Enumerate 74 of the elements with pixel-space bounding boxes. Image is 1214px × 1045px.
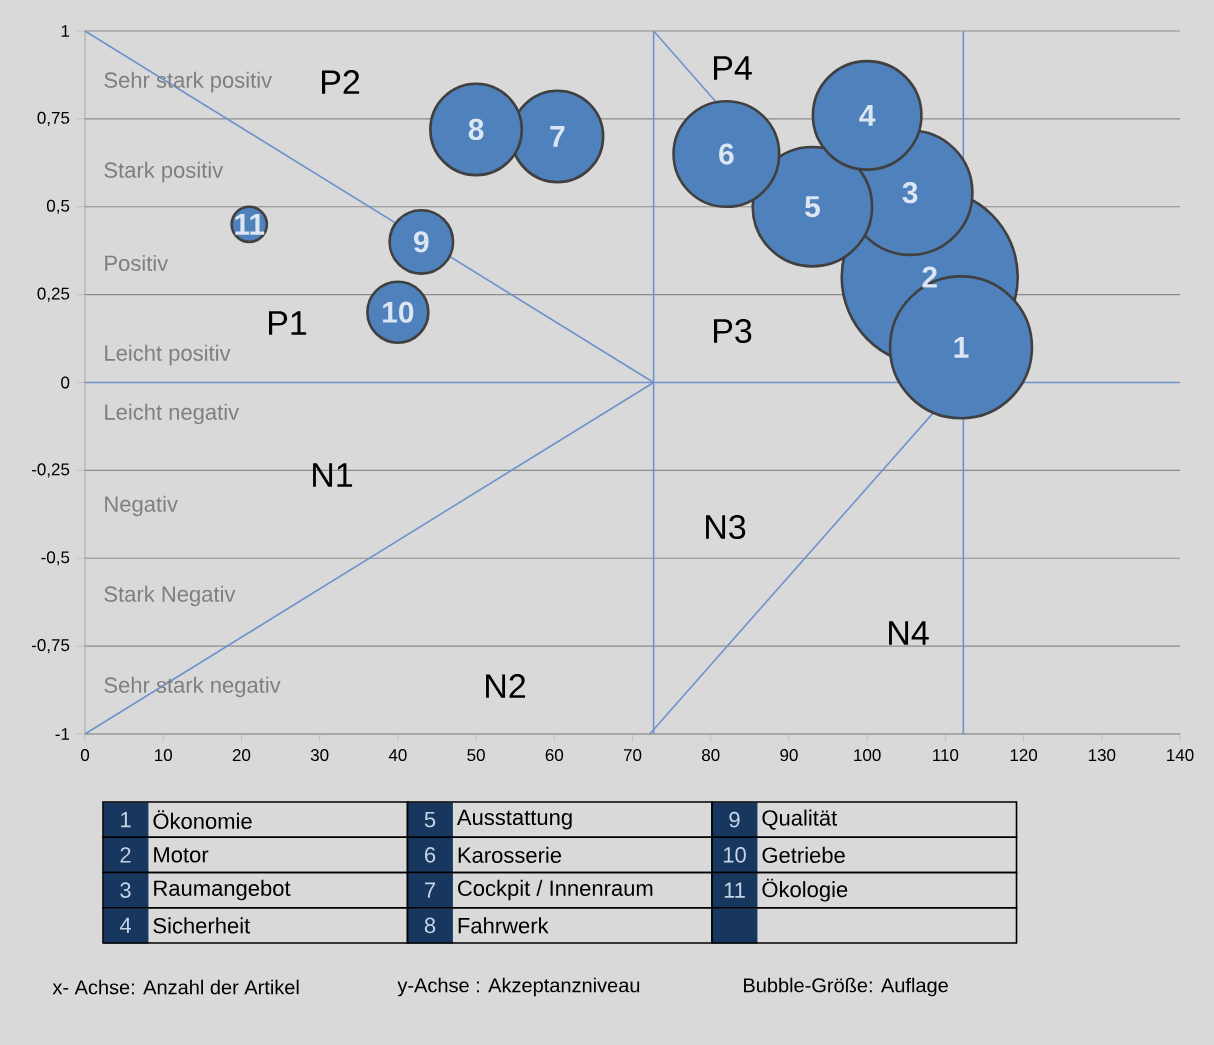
x-tick-label: 70 (623, 749, 642, 762)
text: Ökologie (762, 878, 848, 902)
annotation: Stark Negativ (104, 585, 236, 607)
y-tick-label: -0,25 (31, 463, 70, 478)
text: Ausstattung (456, 809, 572, 830)
text: Ökonomie (153, 810, 252, 829)
annotation: Leicht negativ (105, 403, 240, 425)
annotation: N3 (706, 514, 746, 540)
text: Motor (154, 847, 209, 863)
x-tick-label: 10 (155, 749, 172, 762)
text: 10 (723, 847, 746, 863)
annotation: P2 (322, 70, 360, 94)
x-tick-label: 60 (545, 749, 564, 762)
text: 6 (425, 847, 436, 863)
text: 11 (724, 882, 745, 898)
text: Cockpit / Innenraum (458, 879, 653, 901)
text: 9 (729, 811, 740, 828)
annotation: N2 (486, 674, 526, 698)
annotation: 7 (550, 126, 565, 147)
annotation: Leicht positiv (105, 344, 231, 366)
text: x- Achse: Anzahl der Artikel (52, 979, 299, 995)
x-tick-label: 80 (702, 749, 720, 762)
annotation: N1 (313, 463, 353, 487)
annotation: 2 (922, 266, 937, 288)
x-tick-label: 20 (232, 749, 251, 762)
text: Getriebe (762, 846, 845, 863)
x-tick-label: 30 (310, 749, 329, 762)
text: Bubble-Größe: Auflage (744, 977, 948, 997)
x-tick-label: 100 (854, 749, 881, 762)
annotation: 3 (902, 182, 918, 204)
annotation: 10 (383, 301, 414, 323)
annotation: 9 (414, 231, 429, 253)
text: Qualität (762, 809, 838, 830)
text: Sicherheit (153, 917, 251, 934)
annotation: N4 (889, 621, 929, 645)
x-tick-label: 140 (1167, 749, 1194, 762)
y-tick-label: 0,75 (37, 111, 70, 126)
annotation: 1 (954, 337, 969, 358)
y-tick-label: 1 (61, 25, 70, 37)
text: y-Achse : Akzeptanzniveau (397, 977, 640, 997)
annotation: Stark positiv (104, 161, 224, 183)
x-tick-label: 130 (1088, 749, 1116, 762)
text: 3 (120, 882, 131, 898)
text: 1 (121, 812, 131, 828)
x-tick-label: 50 (467, 749, 485, 762)
annotation: 6 (719, 143, 734, 165)
y-tick-label: 0,5 (46, 199, 70, 214)
annotation: Negativ (105, 495, 178, 517)
annotation: Positiv (105, 254, 169, 272)
annotation: 8 (468, 118, 484, 141)
text: 5 (424, 811, 436, 828)
x-tick-label: 90 (780, 749, 798, 762)
text: 4 (119, 917, 131, 933)
text: 8 (424, 917, 436, 934)
y-tick-label: -0,75 (31, 639, 70, 654)
x-tick-label: 120 (1010, 749, 1038, 762)
y-tick-label: 0,25 (37, 287, 70, 302)
text: Karosserie (458, 846, 562, 863)
text: 2 (120, 847, 131, 863)
text: 7 (425, 882, 436, 898)
annotation: 4 (859, 105, 876, 126)
annotation: 11 (235, 214, 265, 235)
y-tick-label: 0 (61, 376, 70, 389)
annotation: P1 (269, 311, 307, 335)
x-tick-label: 40 (388, 749, 407, 762)
x-tick-label: 0 (80, 749, 90, 762)
annotation: P3 (714, 318, 752, 344)
y-tick-label: -0,5 (41, 551, 70, 566)
text: Raumangebot (154, 879, 291, 901)
x-tick-label: 110 (933, 749, 959, 762)
annotation: 5 (804, 196, 820, 218)
annotation: P4 (714, 56, 752, 80)
text: Fahrwerk (458, 917, 549, 934)
y-tick-label: -1 (55, 728, 70, 740)
